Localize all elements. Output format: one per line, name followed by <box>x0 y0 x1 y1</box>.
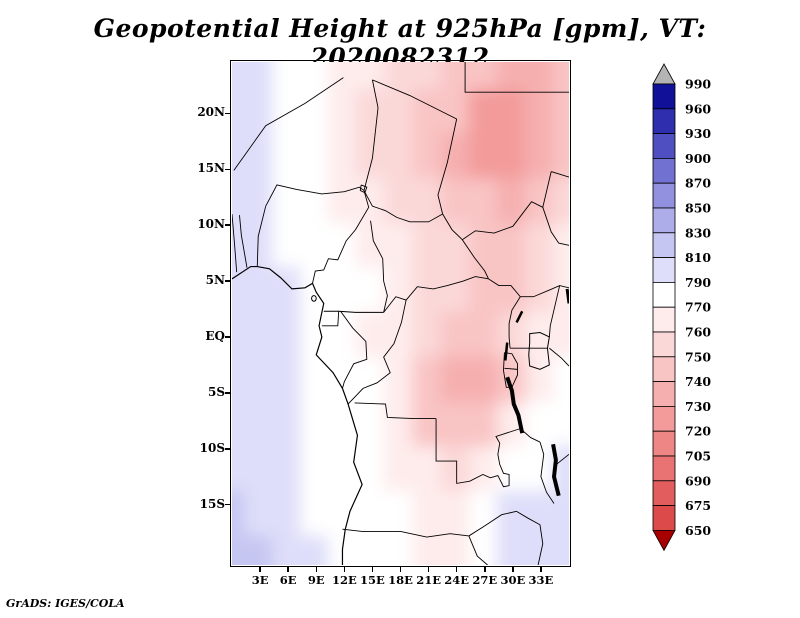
colorbar-segment <box>653 307 675 332</box>
colorbar-segment <box>653 406 675 431</box>
colorbar: 990 960 930 900 870 850 830 810 790 770 760 750 740 7… <box>650 62 760 561</box>
country-borders-layer <box>232 62 569 565</box>
colorbar-segment <box>653 134 675 159</box>
grads-attribution: GrADS: IGES/COLA <box>6 597 125 610</box>
lat-tick-label: 15N <box>183 161 225 175</box>
map-outlines-group <box>232 62 569 565</box>
colorbar-label: 650 <box>685 523 711 538</box>
lat-tick-mark <box>225 224 231 226</box>
colorbar-segment <box>653 109 675 134</box>
lat-tick-mark <box>225 113 231 115</box>
colorbar-label: 900 <box>685 151 711 166</box>
colorbar-label: 750 <box>685 349 711 364</box>
colorbar-label: 705 <box>685 449 711 464</box>
colorbar-label: 690 <box>685 473 711 488</box>
lon-tick-mark <box>400 566 402 572</box>
page-root: Geopotential Height at 925hPa [gpm], VT:… <box>0 0 800 618</box>
country-borders <box>232 62 569 565</box>
colorbar-label: 870 <box>685 176 711 191</box>
lat-tick-label: EQ <box>183 329 225 343</box>
colorbar-label: 740 <box>685 374 711 389</box>
lat-tick-mark <box>225 336 231 338</box>
colorbar-segment <box>653 456 675 481</box>
colorbar-segment <box>653 481 675 506</box>
colorbar-segment <box>653 233 675 258</box>
colorbar-segment <box>653 183 675 208</box>
lon-tick-mark <box>540 566 542 572</box>
lon-tick-mark <box>316 566 318 572</box>
colorbar-bottom-triangle <box>653 530 675 550</box>
colorbar-label: 790 <box>685 275 711 290</box>
colorbar-segment <box>653 431 675 456</box>
colorbar-segment <box>653 506 675 531</box>
colorbar-label: 960 <box>685 101 711 116</box>
lon-tick-mark <box>456 566 458 572</box>
colorbar-segment <box>653 357 675 382</box>
lon-tick-mark <box>484 566 486 572</box>
colorbar-segment <box>653 382 675 407</box>
map-plot <box>232 62 569 565</box>
colorbar-segment <box>653 332 675 357</box>
colorbar-label: 990 <box>685 77 711 92</box>
lat-tick-label: 15S <box>183 497 225 511</box>
colorbar-segment <box>653 258 675 283</box>
lat-tick-label: 5S <box>183 385 225 399</box>
lat-tick-mark <box>225 280 231 282</box>
colorbar-label: 720 <box>685 424 711 439</box>
colorbar-segment <box>653 158 675 183</box>
colorbar-label: 760 <box>685 325 711 340</box>
lat-tick-mark <box>225 448 231 450</box>
colorbar-segment <box>653 84 675 109</box>
colorbar-segment <box>653 282 675 307</box>
lake-albert <box>517 311 523 322</box>
lat-tick-label: 20N <box>183 105 225 119</box>
lakes <box>505 289 569 496</box>
lat-tick-label: 10S <box>183 441 225 455</box>
lon-tick-label: 33E <box>523 573 559 587</box>
colorbar-label: 930 <box>685 126 711 141</box>
lon-tick-mark <box>287 566 289 572</box>
lon-tick-mark <box>344 566 346 572</box>
colorbar-label: 770 <box>685 300 711 315</box>
colorbar-label: 810 <box>685 250 711 265</box>
lat-tick-mark <box>225 392 231 394</box>
colorbar-label: 830 <box>685 225 711 240</box>
lake-tanganyika <box>507 377 522 433</box>
lat-tick-label: 10N <box>183 217 225 231</box>
colorbar-svg: 990 960 930 900 870 850 830 810 790 770 760 750 740 7… <box>650 62 760 557</box>
lon-tick-mark <box>428 566 430 572</box>
lon-tick-mark <box>259 566 261 572</box>
colorbar-top-triangle <box>653 64 675 84</box>
colorbar-label: 730 <box>685 399 711 414</box>
lon-tick-mark <box>372 566 374 572</box>
lake-malawi <box>553 444 559 495</box>
lat-tick-mark <box>225 169 231 171</box>
bioko-island <box>312 296 317 302</box>
lake-victoria <box>529 332 550 369</box>
lat-tick-mark <box>225 504 231 506</box>
lake-edward-kivu <box>505 343 507 361</box>
colorbar-label: 850 <box>685 201 711 216</box>
lat-tick-label: 5N <box>183 273 225 287</box>
colorbar-label: 675 <box>685 498 711 513</box>
colorbar-segment <box>653 208 675 233</box>
lake-turkana <box>567 289 569 304</box>
lon-tick-mark <box>512 566 514 572</box>
